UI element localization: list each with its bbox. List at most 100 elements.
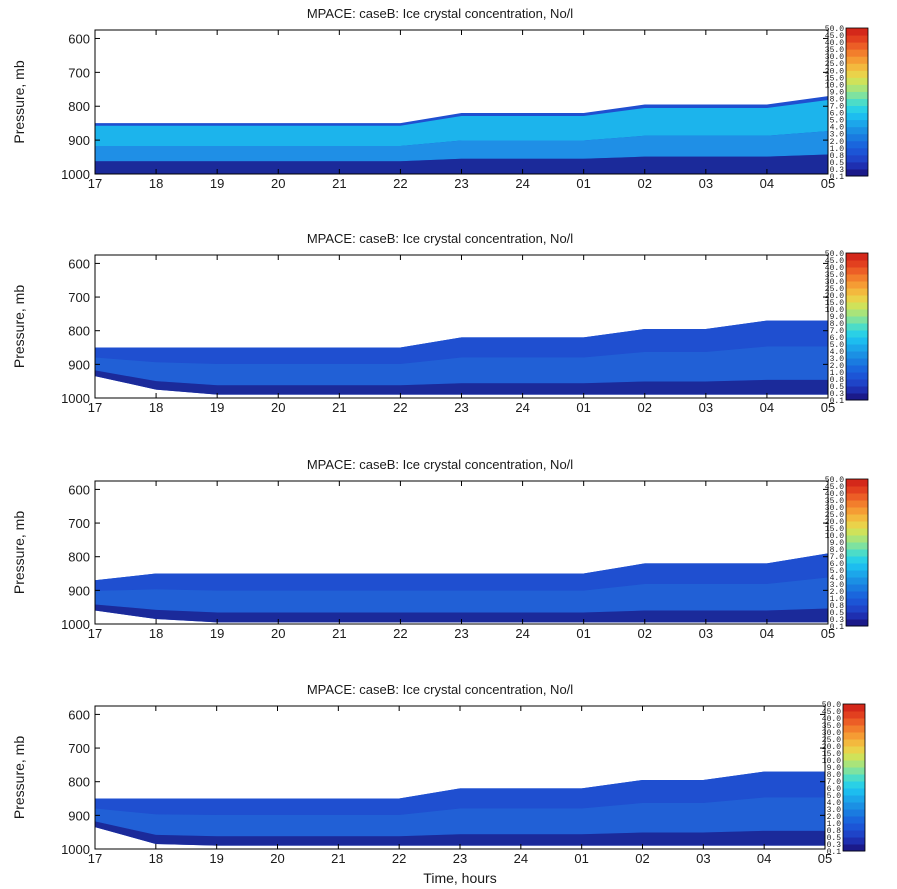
colorbar-tick-label: 7.0 <box>830 103 845 112</box>
colorbar-tick-label: 2.0 <box>827 813 842 822</box>
colorbar-tick-label: 6.0 <box>830 110 845 119</box>
colorbar-tick-label: 0.3 <box>830 390 845 399</box>
x-tick-label: 04 <box>760 400 774 415</box>
colorbar-tick-label: 8.0 <box>830 546 845 555</box>
y-axis-label: Pressure, mb <box>11 285 27 368</box>
colorbar-tick-label: 15.0 <box>822 750 841 759</box>
y-tick-label: 900 <box>68 808 90 823</box>
colorbar-swatch <box>846 49 868 57</box>
colorbar-tick-label: 20.0 <box>825 518 844 527</box>
colorbar-tick-label: 15.0 <box>825 74 844 83</box>
colorbar-tick-label: 50.0 <box>825 476 844 485</box>
colorbar-swatch <box>846 591 868 599</box>
colorbar-tick-label: 3.0 <box>830 131 845 140</box>
y-axis-label: Pressure, mb <box>11 60 27 143</box>
colorbar-swatch <box>846 323 868 331</box>
colorbar-swatch <box>846 77 868 85</box>
colorbar-swatch <box>846 147 868 156</box>
y-tick-label: 600 <box>68 482 90 497</box>
x-tick-label: 23 <box>454 176 468 191</box>
chart-title: MPACE: caseB: Ice crystal concentration,… <box>307 682 573 697</box>
colorbar-swatch <box>843 788 865 796</box>
y-tick-label: 700 <box>68 65 90 80</box>
colorbar-tick-label: 0.8 <box>827 827 842 836</box>
colorbar-tick-label: 50.0 <box>822 701 841 710</box>
colorbar-tick-label: 10.0 <box>825 81 844 90</box>
colorbar-tick-label: 4.0 <box>830 124 845 133</box>
y-tick-label: 600 <box>68 256 90 271</box>
y-tick-label: 700 <box>68 741 90 756</box>
colorbar-tick-label: 7.0 <box>830 327 845 336</box>
y-tick-label: 900 <box>68 357 90 372</box>
colorbar-tick-label: 7.0 <box>830 553 845 562</box>
colorbar-tick-label: 8.0 <box>830 320 845 329</box>
colorbar-tick-label: 0.1 <box>830 623 845 632</box>
x-tick-label: 22 <box>393 626 407 641</box>
colorbar-tick-label: 6.0 <box>827 785 842 794</box>
colorbar-tick-label: 35.0 <box>822 722 841 731</box>
y-tick-label: 900 <box>68 133 90 148</box>
x-tick-label: 20 <box>271 626 285 641</box>
chart-title: MPACE: caseB: Ice crystal concentration,… <box>307 6 573 21</box>
x-tick-label: 18 <box>149 400 163 415</box>
colorbar-swatch <box>846 386 868 394</box>
colorbar-swatch <box>846 379 868 387</box>
x-tick-label: 22 <box>393 400 407 415</box>
colorbar-swatch <box>846 612 868 620</box>
colorbar-swatch <box>846 563 868 571</box>
colorbar-tick-label: 6.0 <box>830 560 845 569</box>
colorbar-tick-label: 0.1 <box>830 173 845 182</box>
x-tick-label: 01 <box>576 400 590 415</box>
y-tick-label: 1000 <box>61 391 90 406</box>
colorbar-tick-label: 50.0 <box>825 25 844 34</box>
y-tick-label: 1000 <box>61 167 90 182</box>
cloud-band-upper <box>95 320 828 365</box>
colorbar-tick-label: 45.0 <box>825 257 844 266</box>
colorbar-tick-label: 4.0 <box>830 574 845 583</box>
colorbar-swatch <box>846 84 868 92</box>
x-tick-label: 20 <box>271 176 285 191</box>
colorbar-swatch <box>846 42 868 50</box>
x-tick-label: 21 <box>332 400 346 415</box>
chart-title: MPACE: caseB: Ice crystal concentration,… <box>307 231 573 246</box>
chart-title: MPACE: caseB: Ice crystal concentration,… <box>307 457 573 472</box>
colorbar-tick-label: 20.0 <box>822 743 841 752</box>
y-tick-label: 800 <box>68 324 90 339</box>
colorbar: 0.10.30.50.81.02.03.04.05.06.07.08.09.01… <box>825 250 869 406</box>
colorbar-swatch <box>846 28 868 36</box>
colorbar-tick-label: 1.0 <box>827 820 842 829</box>
colorbar-tick-label: 40.0 <box>822 715 841 724</box>
y-tick-label: 800 <box>68 99 90 114</box>
chart-panel-3: MPACE: caseB: Ice crystal concentration,… <box>11 457 869 641</box>
colorbar-swatch <box>846 267 868 275</box>
cloud-band-lower <box>95 370 828 395</box>
colorbar-swatch <box>846 486 868 494</box>
colorbar-swatch <box>846 140 868 149</box>
colorbar-tick-label: 35.0 <box>825 46 844 55</box>
colorbar-swatch <box>843 746 865 754</box>
colorbar-swatch <box>846 344 868 352</box>
colorbar-swatch <box>846 161 868 170</box>
x-tick-label: 20 <box>271 400 285 415</box>
colorbar-tick-label: 9.0 <box>827 764 842 773</box>
colorbar-tick-label: 3.0 <box>830 581 845 590</box>
colorbar-tick-label: 0.8 <box>830 152 845 161</box>
x-tick-label: 18 <box>149 851 163 866</box>
colorbar: 0.10.30.50.81.02.03.04.05.06.07.08.09.01… <box>825 25 869 182</box>
colorbar-swatch <box>843 830 865 838</box>
colorbar-tick-label: 2.0 <box>830 588 845 597</box>
x-tick-label: 19 <box>210 176 224 191</box>
cloud-band-upper <box>95 99 828 147</box>
x-tick-label: 24 <box>514 851 528 866</box>
x-tick-label: 22 <box>393 176 407 191</box>
x-tick-label: 03 <box>699 626 713 641</box>
x-tick-label: 21 <box>332 176 346 191</box>
x-tick-label: 05 <box>821 400 835 415</box>
colorbar-swatch <box>846 605 868 613</box>
colorbar-swatch <box>846 133 868 142</box>
x-tick-label: 23 <box>454 626 468 641</box>
colorbar-tick-label: 1.0 <box>830 369 845 378</box>
colorbar-swatch <box>843 704 865 712</box>
colorbar-swatch <box>846 98 868 107</box>
